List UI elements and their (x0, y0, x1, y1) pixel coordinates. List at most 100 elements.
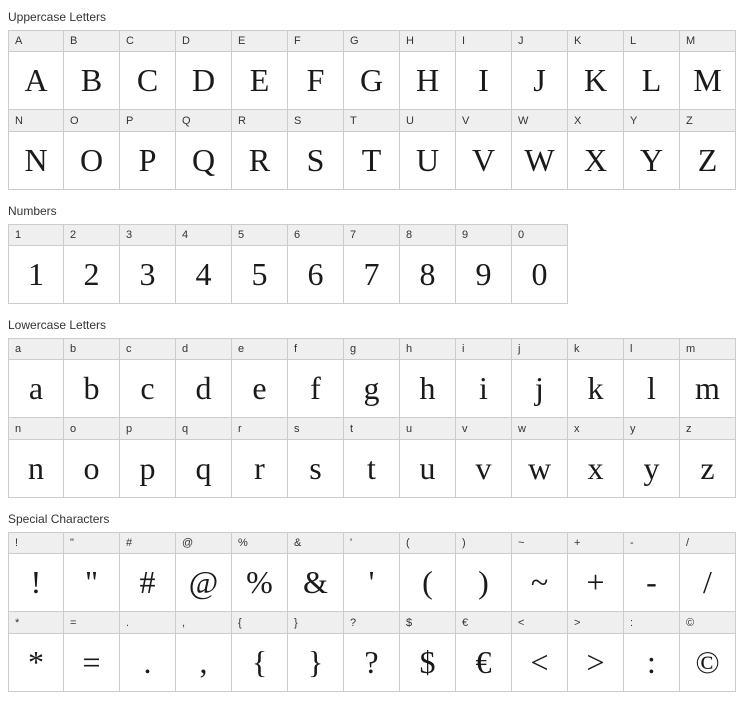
glyph-cell: == (64, 612, 120, 692)
glyph-display: ) (456, 554, 512, 612)
glyph-cell: LL (624, 30, 680, 110)
glyph-cell: DD (176, 30, 232, 110)
glyph-row: NNOOPPQQRRSSTTUUVVWWXXYYZZ (8, 110, 736, 190)
glyph-display: < (512, 634, 568, 692)
glyph-label: 0 (512, 224, 568, 246)
glyph-display: o (64, 440, 120, 498)
glyph-display: W (512, 132, 568, 190)
glyph-label: © (680, 612, 736, 634)
glyph-display: € (456, 634, 512, 692)
glyph-label: C (120, 30, 176, 52)
section-title: Lowercase Letters (8, 318, 740, 332)
glyph-display: J (512, 52, 568, 110)
glyph-cell: FF (288, 30, 344, 110)
glyph-display: 4 (176, 246, 232, 304)
glyph-display: N (8, 132, 64, 190)
glyph-label: ' (344, 532, 400, 554)
glyph-cell: cc (120, 338, 176, 418)
glyph-label: d (176, 338, 232, 360)
glyph-label: ) (456, 532, 512, 554)
glyph-display: G (344, 52, 400, 110)
glyph-cell: aa (8, 338, 64, 418)
glyph-cell: !! (8, 532, 64, 612)
glyph-label: V (456, 110, 512, 132)
glyph-display: # (120, 554, 176, 612)
glyph-display: z (680, 440, 736, 498)
glyph-display: & (288, 554, 344, 612)
glyph-display: b (64, 360, 120, 418)
glyph-display: h (400, 360, 456, 418)
glyph-cell: bb (64, 338, 120, 418)
glyph-label: f (288, 338, 344, 360)
glyph-display: q (176, 440, 232, 498)
glyph-cell: JJ (512, 30, 568, 110)
glyph-label: k (568, 338, 624, 360)
glyph-cell: UU (400, 110, 456, 190)
glyph-display: v (456, 440, 512, 498)
glyph-cell: VV (456, 110, 512, 190)
glyph-display: F (288, 52, 344, 110)
glyph-display: g (344, 360, 400, 418)
glyph-cell: CC (120, 30, 176, 110)
glyph-label: ? (344, 612, 400, 634)
glyph-cell: 44 (176, 224, 232, 304)
glyph-display: t (344, 440, 400, 498)
glyph-cell: 77 (344, 224, 400, 304)
glyph-display: + (568, 554, 624, 612)
glyph-cell: QQ (176, 110, 232, 190)
glyph-label: r (232, 418, 288, 440)
glyph-label: M (680, 30, 736, 52)
glyph-label: * (8, 612, 64, 634)
glyph-cell: ~~ (512, 532, 568, 612)
glyph-display: P (120, 132, 176, 190)
glyph-cell: @@ (176, 532, 232, 612)
glyph-label: J (512, 30, 568, 52)
glyph-display: % (232, 554, 288, 612)
glyph-display: : (624, 634, 680, 692)
glyph-display: c (120, 360, 176, 418)
glyph-label: x (568, 418, 624, 440)
glyph-cell: ## (120, 532, 176, 612)
glyph-display: > (568, 634, 624, 692)
glyph-label: g (344, 338, 400, 360)
glyph-cell: 99 (456, 224, 512, 304)
glyph-label: & (288, 532, 344, 554)
glyph-label: Q (176, 110, 232, 132)
glyph-cell: PP (120, 110, 176, 190)
glyph-label: Z (680, 110, 736, 132)
glyph-cell: 33 (120, 224, 176, 304)
glyph-label: n (8, 418, 64, 440)
glyph-display: " (64, 554, 120, 612)
glyph-row: !!""##@@%%&&''(())~~++--// (8, 532, 736, 612)
glyph-display: x (568, 440, 624, 498)
glyph-display: R (232, 132, 288, 190)
glyph-label: } (288, 612, 344, 634)
glyph-display: © (680, 634, 736, 692)
glyph-display: , (176, 634, 232, 692)
glyph-display: $ (400, 634, 456, 692)
glyph-label: H (400, 30, 456, 52)
glyph-display: f (288, 360, 344, 418)
glyph-cell: SS (288, 110, 344, 190)
section-title: Uppercase Letters (8, 10, 740, 24)
glyph-cell: ii (456, 338, 512, 418)
glyph-display: 0 (512, 246, 568, 304)
glyph-cell: NN (8, 110, 64, 190)
glyph-label: # (120, 532, 176, 554)
glyph-display: S (288, 132, 344, 190)
glyph-display: 9 (456, 246, 512, 304)
glyph-label: N (8, 110, 64, 132)
glyph-cell: OO (64, 110, 120, 190)
glyph-row: 11223344556677889900 (8, 224, 568, 304)
glyph-display: 3 (120, 246, 176, 304)
glyph-display: B (64, 52, 120, 110)
glyph-display: V (456, 132, 512, 190)
glyph-cell: qq (176, 418, 232, 498)
glyph-cell: %% (232, 532, 288, 612)
glyph-display: C (120, 52, 176, 110)
glyph-cell: >> (568, 612, 624, 692)
glyph-display: ~ (512, 554, 568, 612)
glyph-cell: tt (344, 418, 400, 498)
glyph-cell: TT (344, 110, 400, 190)
glyph-cell: jj (512, 338, 568, 418)
